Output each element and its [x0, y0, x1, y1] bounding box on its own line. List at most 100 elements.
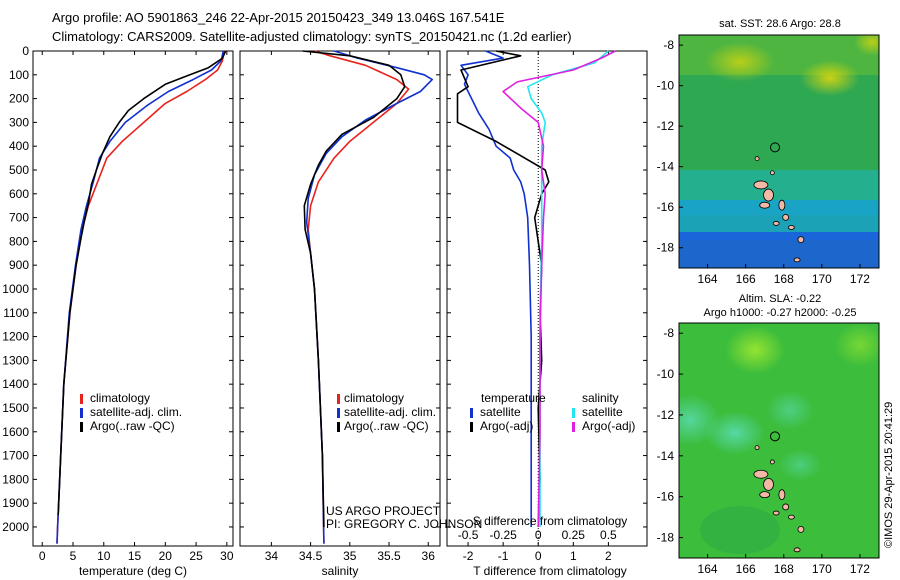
island — [763, 478, 774, 491]
map-x-tick-label: 166 — [736, 562, 756, 576]
depth-tick-label: 1700 — [2, 449, 29, 463]
map-y-tick-label: -14 — [657, 160, 675, 174]
depth-tick-label: 1800 — [2, 472, 29, 486]
credit-pi: PI: GREGORY C. JOHNSON — [326, 517, 482, 531]
map-x-tick-label: 170 — [812, 272, 832, 286]
depth-tick-label: 1000 — [2, 282, 29, 296]
sla-field — [679, 323, 879, 558]
map-y-tick-label: -8 — [663, 326, 674, 340]
map-y-tick-label: -12 — [657, 119, 675, 133]
legend-swatch-satellite — [337, 408, 340, 418]
x-tick-label: 36 — [422, 549, 436, 563]
x-tick-label: 20 — [159, 549, 173, 563]
s-tick-label: -0.25 — [489, 528, 517, 542]
map-y-tick-label: -8 — [663, 38, 674, 52]
island — [778, 489, 786, 501]
island — [793, 257, 801, 263]
islands — [753, 445, 805, 553]
sst-field — [679, 35, 879, 268]
legend-swatch-s-satellite — [572, 408, 575, 418]
legend-swatch-satellite — [80, 408, 83, 418]
temperature-frame — [32, 50, 234, 547]
depth-tick-label: 600 — [9, 187, 29, 201]
map-y-tick-label: -12 — [657, 408, 675, 422]
map-x-tick-label: 170 — [812, 562, 832, 576]
island — [754, 445, 760, 451]
sst-frame — [678, 34, 880, 269]
map-y-tick-label: -16 — [657, 200, 675, 214]
x-tick-label: 5 — [70, 549, 77, 563]
salinity-legend: climatology satellite-adj. clim. Argo(..… — [337, 391, 436, 433]
x-tick-label: 35 — [343, 549, 357, 563]
map-x-tick-label: 166 — [736, 272, 756, 286]
sst-map-panel: sat. SST: 28.6 Argo: 28.8 164 166 168 170 17… — [657, 18, 880, 286]
depth-tick-label: 1300 — [2, 353, 29, 367]
depth-tick-label: 2000 — [2, 520, 29, 534]
legend-label-t-satellite: satellite — [480, 405, 521, 419]
legend-swatch-t-satellite — [470, 408, 473, 418]
x-tick-label: 25 — [189, 549, 203, 563]
map-x-tick-label: 164 — [698, 562, 718, 576]
x-tick-label: 34 — [265, 549, 279, 563]
difference-lines — [456, 50, 616, 528]
temperature-lines — [56, 50, 227, 544]
island — [753, 469, 769, 479]
legend-label-climatology: climatology — [344, 391, 404, 405]
depth-tick-label: 400 — [9, 139, 29, 153]
legend-swatch-s-argo — [572, 422, 575, 432]
s-tick-label: 0.5 — [600, 528, 617, 542]
map-y-tick-label: -16 — [657, 490, 675, 504]
sla-subtitle: Argo h1000: -0.27 h2000: -0.25 — [704, 307, 857, 319]
x-tick-label: -2 — [463, 549, 474, 563]
depth-tick-label: 300 — [9, 115, 29, 129]
header-line2: Climatology: CARS2009. Satellite-adjuste… — [52, 29, 572, 44]
x-tick-label: 2 — [605, 549, 612, 563]
island — [797, 525, 805, 533]
legend-swatch-climatology — [80, 394, 83, 404]
map-x-tick-label: 172 — [850, 272, 870, 286]
depth-tick-label: 200 — [9, 92, 29, 106]
x-tick-label: 0 — [535, 549, 542, 563]
series-line-t-argo-adj- — [456, 50, 550, 528]
legend-title-salinity: salinity — [582, 391, 619, 405]
legend-label-s-satellite: satellite — [582, 405, 623, 419]
temperature-legend: climatology satellite-adj. clim. Argo(..… — [80, 391, 182, 433]
sla-axes: 164 166 168 170 172 -8 -10 -12 -14 -16 -18 — [657, 326, 871, 576]
imos-watermark: ©IMOS 29-Apr-2015 20:41:29 — [883, 402, 895, 548]
salinity-panel: 34 34.5 35 35.5 36 salinity climatology sate… — [239, 50, 482, 578]
temperature-xlabel: temperature (deg C) — [79, 564, 187, 578]
island — [787, 225, 795, 230]
map-x-tick-label: 168 — [774, 272, 794, 286]
sst-title: sat. SST: 28.6 Argo: 28.8 — [719, 18, 841, 30]
salinity-lines — [302, 50, 434, 544]
depth-tick-label: 700 — [9, 211, 29, 225]
sla-map-panel: Altim. SLA: -0.22 Argo h1000: -0.27 h200… — [657, 293, 880, 576]
salinity-frame — [239, 50, 441, 547]
x-tick-label: 0 — [39, 549, 46, 563]
legend-swatch-argo — [337, 422, 340, 432]
island — [759, 201, 771, 209]
x-tick-label: 1 — [570, 549, 577, 563]
depth-tick-label: 800 — [9, 234, 29, 248]
temperature-panel: 0100200300400500600700800900100011001200… — [2, 44, 234, 578]
island — [769, 459, 775, 465]
argo-location-marker — [770, 142, 781, 153]
legend-swatch-t-argo — [470, 422, 473, 432]
x-tick-label: 34.5 — [299, 549, 323, 563]
sla-frame — [678, 322, 880, 559]
s-tick-label: -0.5 — [458, 528, 479, 542]
t-difference-label: T difference from climatology — [473, 564, 627, 578]
sla-title: Altim. SLA: -0.22 — [739, 293, 822, 305]
salinity-y-ticks — [240, 50, 440, 528]
s-tick-label: 0.25 — [562, 528, 586, 542]
series-line-t-satellite — [460, 50, 533, 527]
legend-label-satellite: satellite-adj. clim. — [90, 405, 182, 419]
island — [754, 156, 760, 161]
island — [772, 510, 780, 516]
x-tick-label: 10 — [97, 549, 111, 563]
depth-tick-label: 500 — [9, 163, 29, 177]
legend-swatch-argo — [80, 422, 83, 432]
island — [782, 213, 790, 221]
depth-tick-label: 900 — [9, 258, 29, 272]
